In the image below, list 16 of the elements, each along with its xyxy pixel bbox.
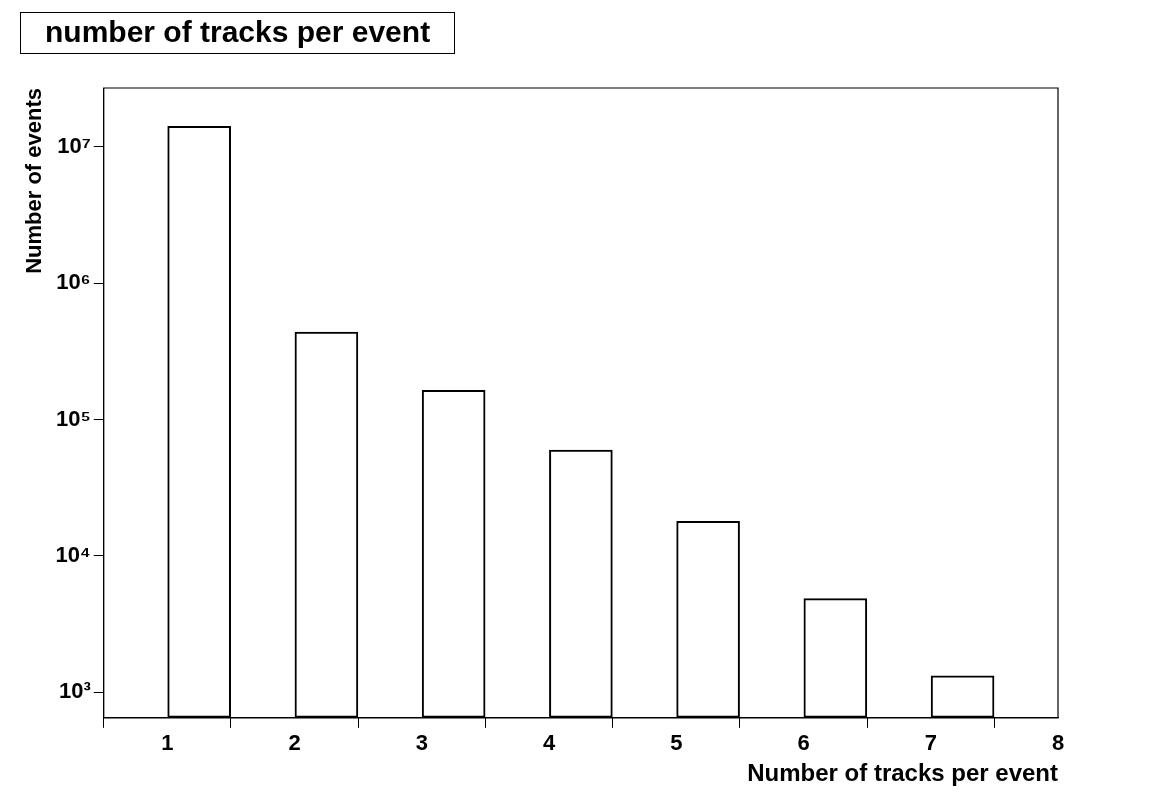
x-tick-label: 3: [415, 730, 428, 756]
y-tick-label: 10⁴: [55, 541, 91, 567]
y-tick-label: 10⁶: [56, 269, 91, 295]
x-tick-label: 5: [670, 730, 683, 756]
y-tick-label: 10⁷: [57, 132, 91, 158]
x-tick-label: 4: [542, 730, 556, 756]
y-tick-label: 10⁵: [55, 405, 91, 431]
x-tick-label: 6: [797, 730, 810, 756]
chart-title: number of tracks per event: [20, 12, 456, 54]
y-axis-title: Number of events: [21, 88, 47, 274]
x-axis-title: Number of tracks per event: [747, 759, 1058, 787]
x-tick-label: 7: [924, 730, 937, 756]
y-tick-label: 10³: [58, 678, 91, 704]
x-tick-label: 1: [161, 730, 174, 756]
x-tick-label: 2: [288, 730, 301, 756]
x-tick-label: 8: [1051, 730, 1065, 756]
